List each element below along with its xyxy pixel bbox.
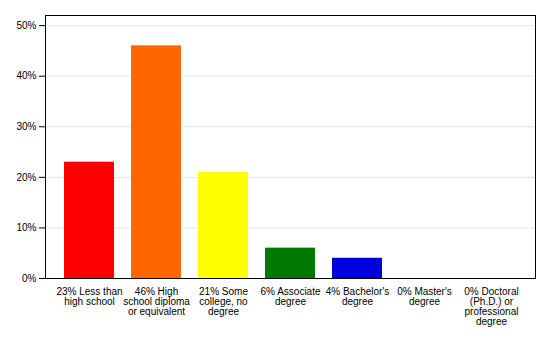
- svg-text:6% Associatedegree: 6% Associatedegree: [260, 286, 320, 307]
- svg-text:50%: 50%: [16, 20, 36, 31]
- svg-text:21% Somecollege, nodegree: 21% Somecollege, nodegree: [199, 286, 248, 317]
- svg-text:20%: 20%: [16, 172, 36, 183]
- svg-text:23% Less thanhigh school: 23% Less thanhigh school: [56, 286, 122, 307]
- svg-text:0% Doctoral(Ph.D.) orprofessio: 0% Doctoral(Ph.D.) orprofessionaldegree: [464, 286, 518, 327]
- svg-text:10%: 10%: [16, 222, 36, 233]
- svg-text:0% Master'sdegree: 0% Master'sdegree: [397, 286, 452, 307]
- svg-text:0%: 0%: [22, 273, 37, 284]
- svg-text:46% Highschool diplomaor equiv: 46% Highschool diplomaor equivalent: [123, 286, 190, 317]
- svg-text:4% Bachelor'sdegree: 4% Bachelor'sdegree: [326, 286, 390, 307]
- svg-text:40%: 40%: [16, 70, 36, 81]
- svg-text:30%: 30%: [16, 121, 36, 132]
